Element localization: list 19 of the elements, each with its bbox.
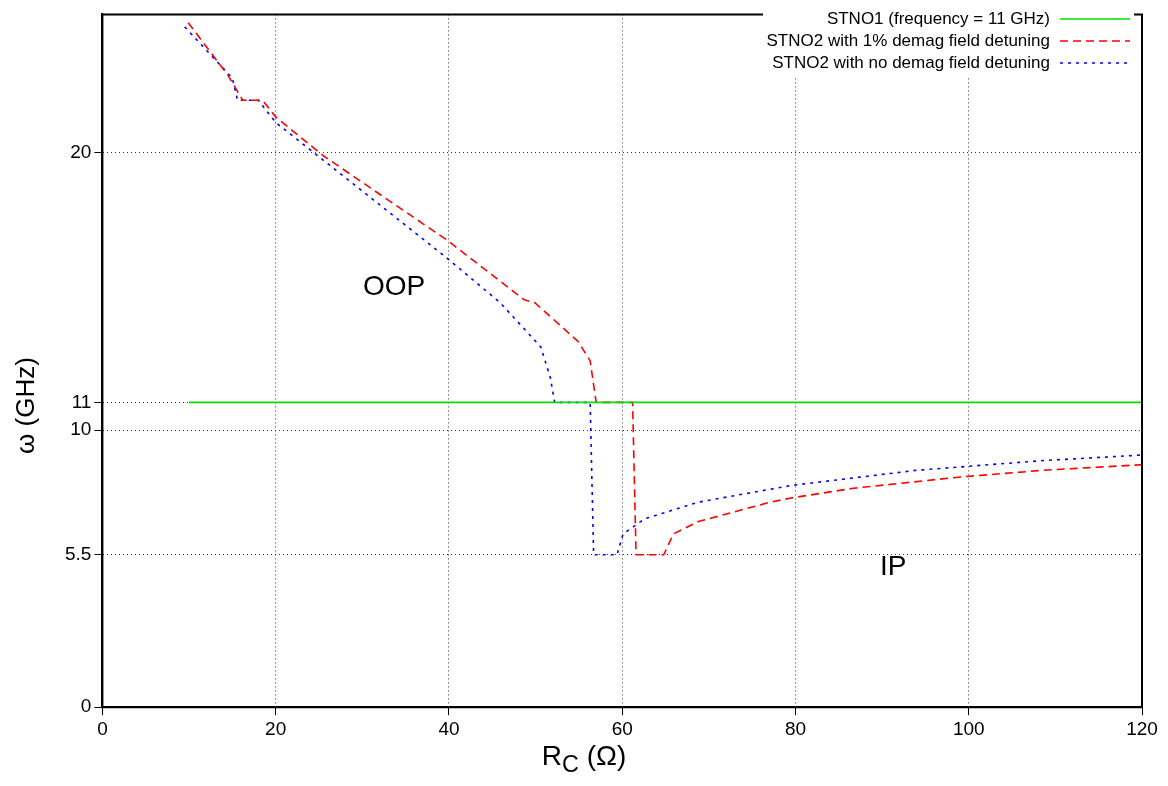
y-tick-label: 10 (70, 418, 92, 440)
x-tick-label: 20 (265, 717, 287, 739)
y-axis-title: ω (GHz) (9, 356, 41, 456)
x-axis-title: R$_{C}$ (Ω) (540, 740, 628, 778)
x-tick-label: 120 (1126, 717, 1158, 739)
legend-label: STNO2 with no demag field detuning (772, 53, 1050, 73)
y-tick-label: 11 (71, 390, 92, 412)
y-tick-label: 0 (80, 695, 92, 717)
x-tick-label: 60 (611, 717, 633, 739)
y-tick-label: 5.5 (64, 543, 92, 565)
x-tick-label: 40 (438, 717, 460, 739)
annotation: IP (880, 550, 907, 582)
x-tick-label: 100 (952, 717, 985, 739)
annotation: OOP (363, 270, 426, 302)
x-tick-label: 80 (784, 717, 807, 739)
x-tick-label: 0 (97, 717, 108, 739)
legend-label: STNO1 (frequency = 11 GHz) (826, 9, 1050, 29)
y-tick-label: 20 (70, 141, 92, 163)
legend-label: STNO2 with 1% demag field detuning (766, 31, 1050, 51)
